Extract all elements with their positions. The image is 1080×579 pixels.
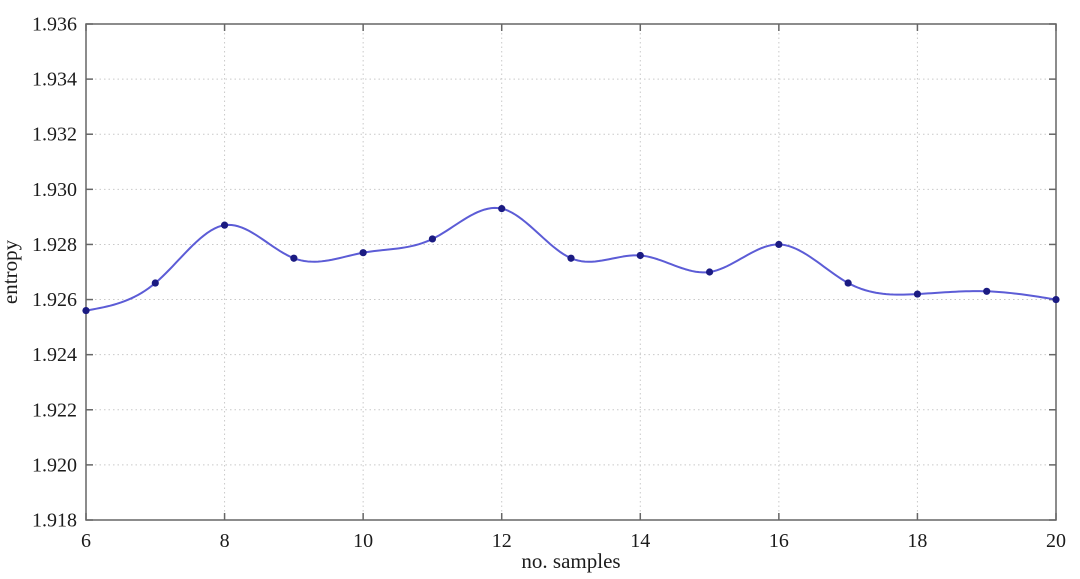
entropy-series	[82, 205, 1060, 315]
data-point	[151, 279, 159, 287]
y-tick-label: 1.934	[32, 69, 77, 91]
x-tick-label: 8	[220, 530, 230, 552]
grid-layer	[86, 24, 1056, 520]
x-tick-label: 18	[907, 530, 927, 552]
data-point	[290, 254, 298, 262]
label-layer: entropy no. samples	[0, 239, 621, 573]
x-tick-label: 20	[1046, 530, 1066, 552]
data-point	[220, 221, 229, 229]
data-point	[983, 287, 991, 295]
data-point	[82, 306, 90, 315]
data-point	[844, 279, 852, 287]
data-point	[428, 235, 437, 243]
y-tick-label: 1.930	[32, 179, 77, 201]
data-point	[1052, 295, 1060, 304]
x-axis-title: no. samples	[521, 549, 620, 573]
y-tick-label: 1.918	[32, 510, 77, 532]
data-point	[498, 205, 506, 213]
x-tick-label: 6	[81, 530, 91, 552]
axis-layer: 6 8 10 12 14 16 18 20 1.918 1.920 1.922 1.924 1.926 1…	[32, 14, 1066, 553]
data-point	[567, 254, 575, 262]
data-point	[913, 290, 922, 298]
data-point	[359, 249, 367, 257]
x-tick-label: 16	[769, 530, 789, 552]
x-tick-label: 10	[353, 530, 373, 552]
data-point	[705, 268, 714, 276]
data-point	[775, 240, 783, 249]
y-tick-label: 1.936	[32, 14, 77, 36]
y-tick-label: 1.924	[32, 344, 77, 366]
x-tick-label: 14	[630, 530, 650, 552]
y-tick-label: 1.932	[32, 124, 77, 146]
y-axis-title: entropy	[0, 239, 22, 304]
data-point	[636, 251, 644, 260]
plot-border	[85, 23, 1057, 521]
y-tick-label: 1.928	[32, 234, 77, 256]
x-tick-label: 12	[492, 530, 512, 552]
y-tick-label: 1.926	[32, 289, 77, 311]
y-tick-label: 1.920	[32, 454, 77, 476]
y-tick-label: 1.922	[32, 399, 77, 421]
